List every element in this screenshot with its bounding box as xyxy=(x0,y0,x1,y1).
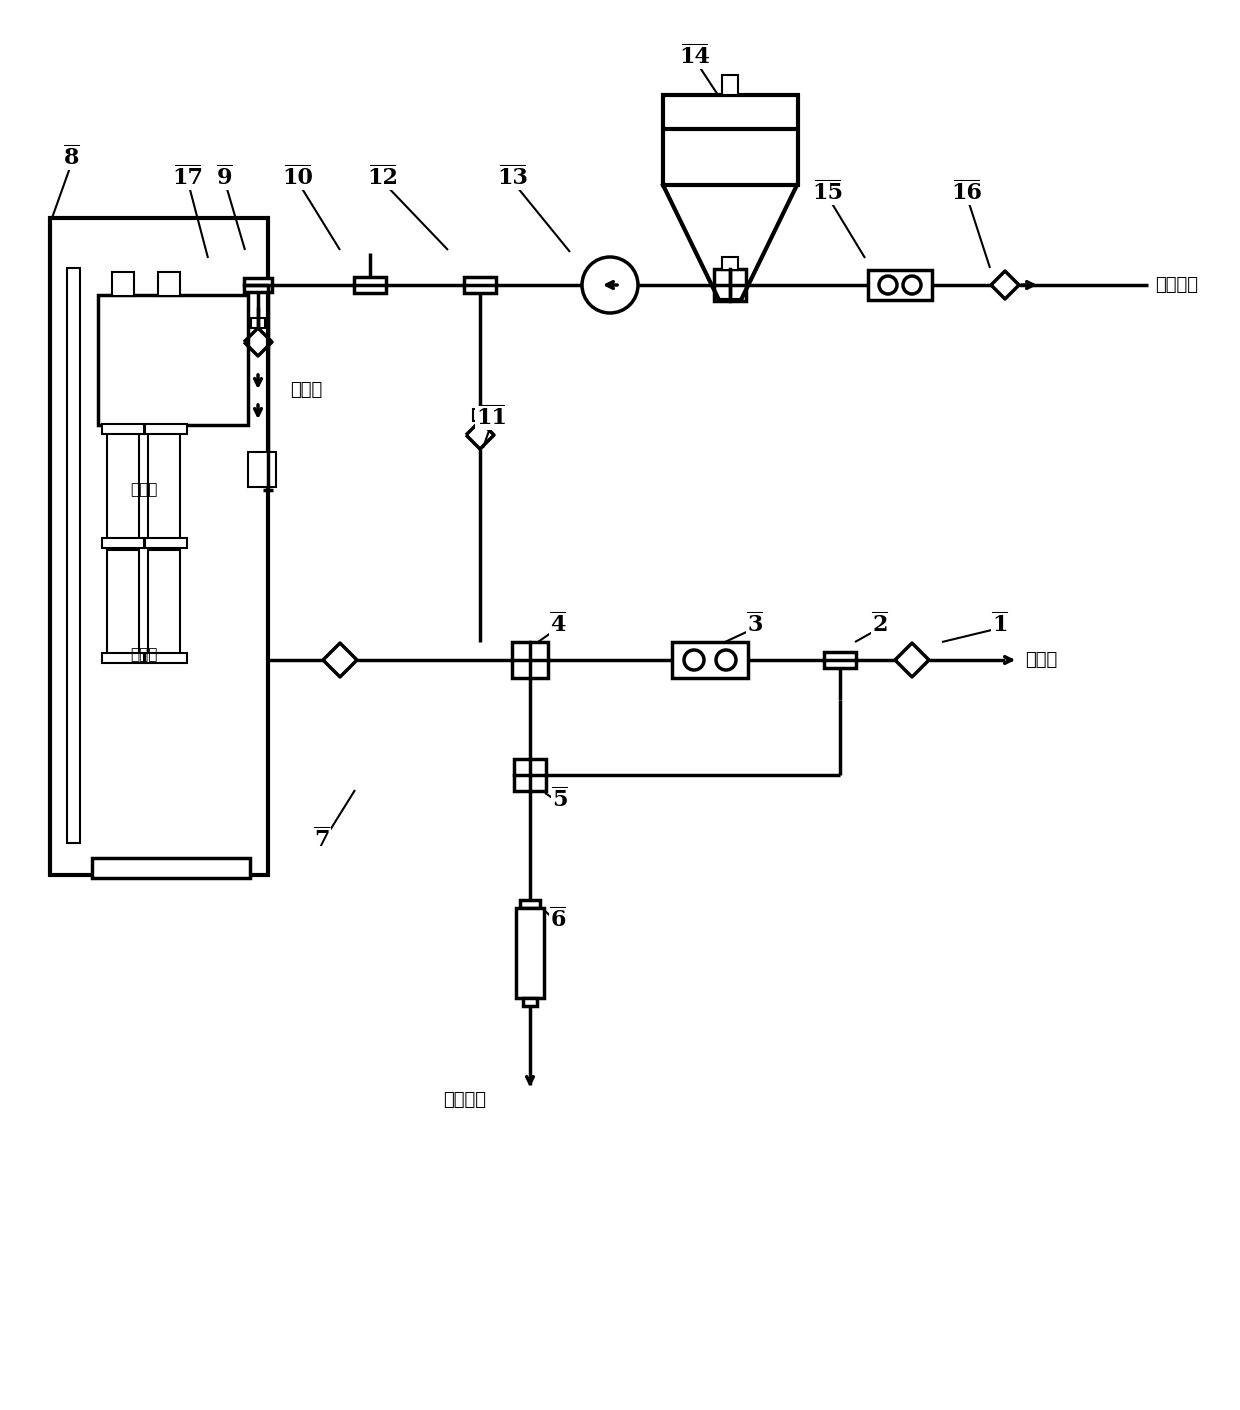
Text: 6: 6 xyxy=(551,909,565,931)
Text: 入水口: 入水口 xyxy=(130,647,157,663)
Text: 11: 11 xyxy=(476,407,507,429)
Text: 4: 4 xyxy=(551,613,565,636)
Text: 10: 10 xyxy=(283,166,314,189)
Text: 出口一: 出口一 xyxy=(1025,651,1058,668)
Bar xyxy=(145,424,187,434)
Text: 16: 16 xyxy=(951,182,982,204)
Bar xyxy=(663,94,799,185)
Bar xyxy=(102,653,144,663)
Text: 5: 5 xyxy=(552,790,568,811)
Text: 海水入口: 海水入口 xyxy=(444,1091,486,1110)
Text: 14: 14 xyxy=(680,47,711,68)
Text: 15: 15 xyxy=(812,182,843,204)
Text: 7: 7 xyxy=(314,829,330,852)
Bar xyxy=(145,653,187,663)
Bar xyxy=(520,900,539,908)
Bar xyxy=(102,424,144,434)
Text: 1: 1 xyxy=(992,613,1008,636)
Bar xyxy=(472,409,487,422)
Text: 空气入口: 空气入口 xyxy=(1154,276,1198,295)
Bar xyxy=(722,257,738,269)
Bar xyxy=(825,651,856,668)
Bar xyxy=(714,269,746,300)
Bar xyxy=(157,272,180,296)
Bar xyxy=(250,319,265,329)
Bar xyxy=(148,550,180,656)
Bar xyxy=(102,539,144,548)
Text: 9: 9 xyxy=(217,166,233,189)
Text: 17: 17 xyxy=(172,166,203,189)
Bar xyxy=(107,550,139,656)
Bar xyxy=(148,429,180,540)
Bar xyxy=(112,272,134,296)
Bar xyxy=(516,908,544,998)
Bar xyxy=(868,269,932,300)
Bar xyxy=(248,453,277,486)
Bar xyxy=(464,276,496,293)
Bar xyxy=(50,219,268,876)
Bar xyxy=(67,268,81,843)
Bar xyxy=(92,859,250,878)
Bar xyxy=(722,75,738,94)
Bar xyxy=(672,642,748,678)
Bar xyxy=(107,429,139,540)
Bar xyxy=(512,642,548,678)
Bar xyxy=(523,998,537,1005)
Text: 3: 3 xyxy=(748,613,763,636)
Bar xyxy=(515,759,546,791)
Bar xyxy=(98,295,248,424)
Text: 8: 8 xyxy=(64,147,79,169)
Bar xyxy=(244,278,272,292)
Bar xyxy=(353,276,386,293)
Text: 12: 12 xyxy=(367,166,398,189)
Text: 出水口: 出水口 xyxy=(130,482,157,498)
Text: 13: 13 xyxy=(497,166,528,189)
Text: 出口二: 出口二 xyxy=(290,381,322,399)
Text: 2: 2 xyxy=(872,613,888,636)
Bar xyxy=(145,539,187,548)
